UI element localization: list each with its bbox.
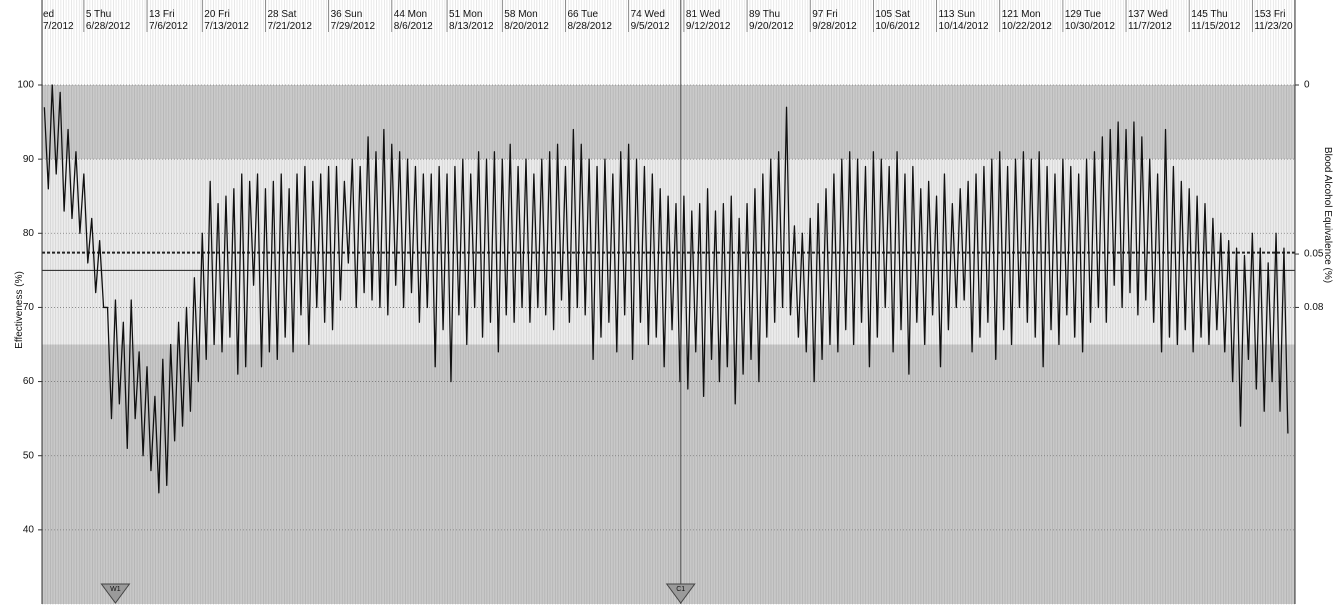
effectiveness-line	[43, 84, 1289, 494]
x-tick-sublabel: 11/15/2012	[1191, 21, 1241, 32]
axes: 40 50 60 70 80 90 100 0 0.05 0.08 ed7/2012 5 Thu6/2…	[17, 0, 1324, 604]
x-tick-sublabel: 8/20/2012	[504, 21, 549, 32]
y-tick-label: 100	[17, 80, 34, 91]
x-tick-label: ed	[43, 9, 54, 20]
x-tick-label: 137 Wed	[1128, 9, 1168, 20]
x-tick-label: 20 Fri	[204, 9, 230, 20]
y-tick-label: 90	[23, 154, 35, 165]
y2-axis-title: Blood Alcohol Equivalence (%)	[1322, 147, 1333, 283]
x-tick-sublabel: 7/6/2012	[149, 21, 188, 32]
x-tick-sublabel: 7/2012	[43, 21, 74, 32]
marker-label: C1	[676, 586, 685, 593]
y-tick-label: 80	[23, 228, 35, 239]
x-tick-sublabel: 7/13/2012	[204, 21, 249, 32]
x-tick-sublabel: 10/22/2012	[1002, 21, 1052, 32]
marker	[665, 583, 696, 604]
marker	[100, 583, 131, 604]
x-tick-label: 121 Mon	[1002, 9, 1041, 20]
x-tick-sublabel: 10/14/2012	[939, 21, 989, 32]
y2-tick-label: 0	[1304, 80, 1310, 91]
x-tick-label: 153 Fri	[1254, 9, 1285, 20]
x-tick-sublabel: 8/13/2012	[449, 21, 494, 32]
x-tick-sublabel: 8/28/2012	[567, 21, 612, 32]
y-tick-label: 70	[23, 302, 35, 313]
x-tick-label: 51 Mon	[449, 9, 482, 20]
marker-label: W1	[110, 586, 121, 593]
x-tick-sublabel: 9/28/2012	[812, 21, 857, 32]
x-tick-sublabel: 11/7/2012	[1128, 21, 1172, 32]
x-tick-sublabel: 7/29/2012	[331, 21, 376, 32]
x-tick-label: 89 Thu	[749, 9, 780, 20]
x-tick-label: 74 Wed	[631, 9, 665, 20]
x-tick-sublabel: 10/6/2012	[875, 21, 920, 32]
y-tick-label: 40	[23, 524, 35, 535]
x-tick-label: 13 Fri	[149, 9, 175, 20]
x-tick-label: 5 Thu	[86, 9, 111, 20]
x-tick-sublabel: 8/6/2012	[394, 21, 433, 32]
plot	[42, 0, 1295, 604]
y-tick-label: 60	[23, 376, 35, 387]
time-grid	[42, 0, 1295, 605]
x-tick-sublabel: 9/12/2012	[686, 21, 731, 32]
x-tick-sublabel: 10/30/2012	[1065, 21, 1115, 32]
y-tick-label: 50	[23, 450, 35, 461]
x-tick-label: 58 Mon	[504, 9, 537, 20]
x-tick-sublabel: 11/23/20	[1254, 21, 1293, 32]
x-tick-label: 66 Tue	[567, 9, 598, 20]
x-tick-sublabel: 6/28/2012	[86, 21, 131, 32]
x-tick-label: 44 Mon	[394, 9, 427, 20]
x-tick-label: 97 Fri	[812, 9, 838, 20]
x-tick-label: 145 Thu	[1191, 9, 1228, 20]
x-tick-sublabel: 9/5/2012	[631, 21, 670, 32]
x-tick-label: 36 Sun	[331, 9, 363, 20]
y2-tick-label: 0.08	[1304, 302, 1324, 313]
x-tick-sublabel: 9/20/2012	[749, 21, 794, 32]
y2-tick-label: 0.05	[1304, 249, 1324, 260]
x-tick-label: 105 Sat	[875, 9, 910, 20]
y-axis-title: Effectiveness (%)	[14, 271, 25, 349]
x-tick-label: 28 Sat	[267, 9, 296, 20]
x-tick-label: 81 Wed	[686, 9, 720, 20]
x-tick-label: 113 Sun	[939, 9, 976, 20]
x-tick-label: 129 Tue	[1065, 9, 1102, 20]
x-tick-sublabel: 7/21/2012	[267, 21, 312, 32]
